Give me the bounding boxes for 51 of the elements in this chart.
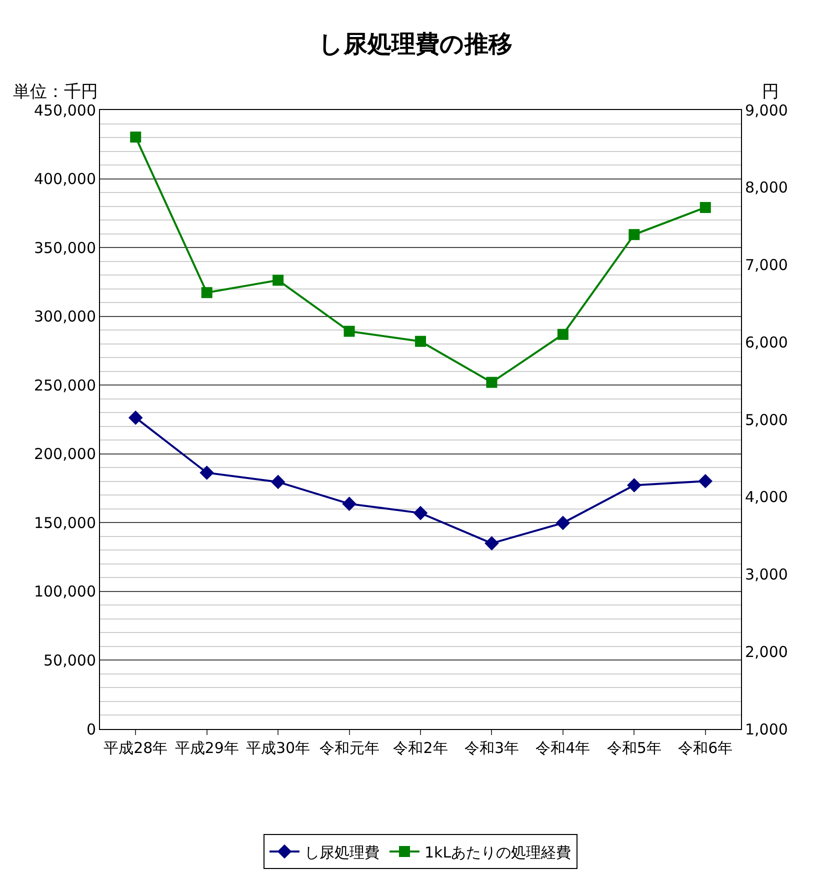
- point: [342, 496, 356, 511]
- x-tick-label: 平成30年: [246, 739, 310, 757]
- point: [627, 478, 642, 492]
- y2-tick-label: 2,000: [745, 642, 788, 661]
- legend-label: し尿処理費: [304, 843, 380, 862]
- y-tick-label: 400,000: [34, 170, 96, 188]
- y-tick-label: 0: [86, 720, 96, 738]
- point: [201, 287, 212, 298]
- x-tick-label: 平成28年: [104, 739, 168, 757]
- y-tick-label: 350,000: [34, 238, 96, 257]
- point: [344, 326, 355, 337]
- y2-axis-title: 円: [762, 82, 779, 102]
- point: [413, 506, 428, 520]
- y-tick-label: 200,000: [34, 445, 96, 464]
- point: [415, 336, 426, 347]
- x-tick-label: 令和5年: [606, 739, 662, 757]
- y2-tick-label: 6,000: [745, 333, 788, 352]
- y-tick-label: 100,000: [34, 582, 96, 601]
- point: [270, 474, 286, 490]
- y2-tick-label: 9,000: [745, 101, 788, 120]
- chart-title: し尿処理費の推移: [318, 30, 512, 58]
- point: [272, 274, 284, 286]
- y2-tick-label: 8,000: [745, 178, 788, 197]
- y2-tick-label: 3,000: [745, 566, 788, 584]
- point: [128, 410, 143, 425]
- point: [700, 202, 711, 213]
- x-tick-label: 令和2年: [393, 739, 448, 757]
- point: [484, 536, 499, 550]
- point: [200, 466, 214, 480]
- y2-tick-label: 4,000: [745, 488, 788, 506]
- y2-tick-label: 1,000: [745, 720, 788, 738]
- y-tick-label: 50,000: [44, 651, 96, 670]
- point: [557, 328, 568, 340]
- point: [130, 132, 142, 143]
- x-tick-label: 令和4年: [536, 739, 590, 757]
- y-tick-label: 250,000: [34, 376, 96, 394]
- x-tick-label: 令和6年: [678, 739, 733, 757]
- x-tick-label: 令和元年: [319, 739, 380, 757]
- point: [556, 516, 570, 530]
- y-axis-title: 単位：千円: [13, 82, 98, 102]
- point: [486, 376, 498, 388]
- y-tick-label: 450,000: [34, 101, 96, 120]
- y2-tick-label: 7,000: [745, 256, 788, 274]
- y-tick-label: 300,000: [34, 308, 96, 326]
- x-tick-label: 平成29年: [174, 739, 239, 757]
- y-tick-label: 150,000: [34, 514, 96, 532]
- point: [628, 229, 640, 240]
- legend-label: 1kLあたりの処理経費: [424, 843, 572, 862]
- y2-tick-label: 5,000: [745, 410, 788, 429]
- point: [698, 474, 713, 488]
- x-tick-label: 令和3年: [464, 739, 519, 757]
